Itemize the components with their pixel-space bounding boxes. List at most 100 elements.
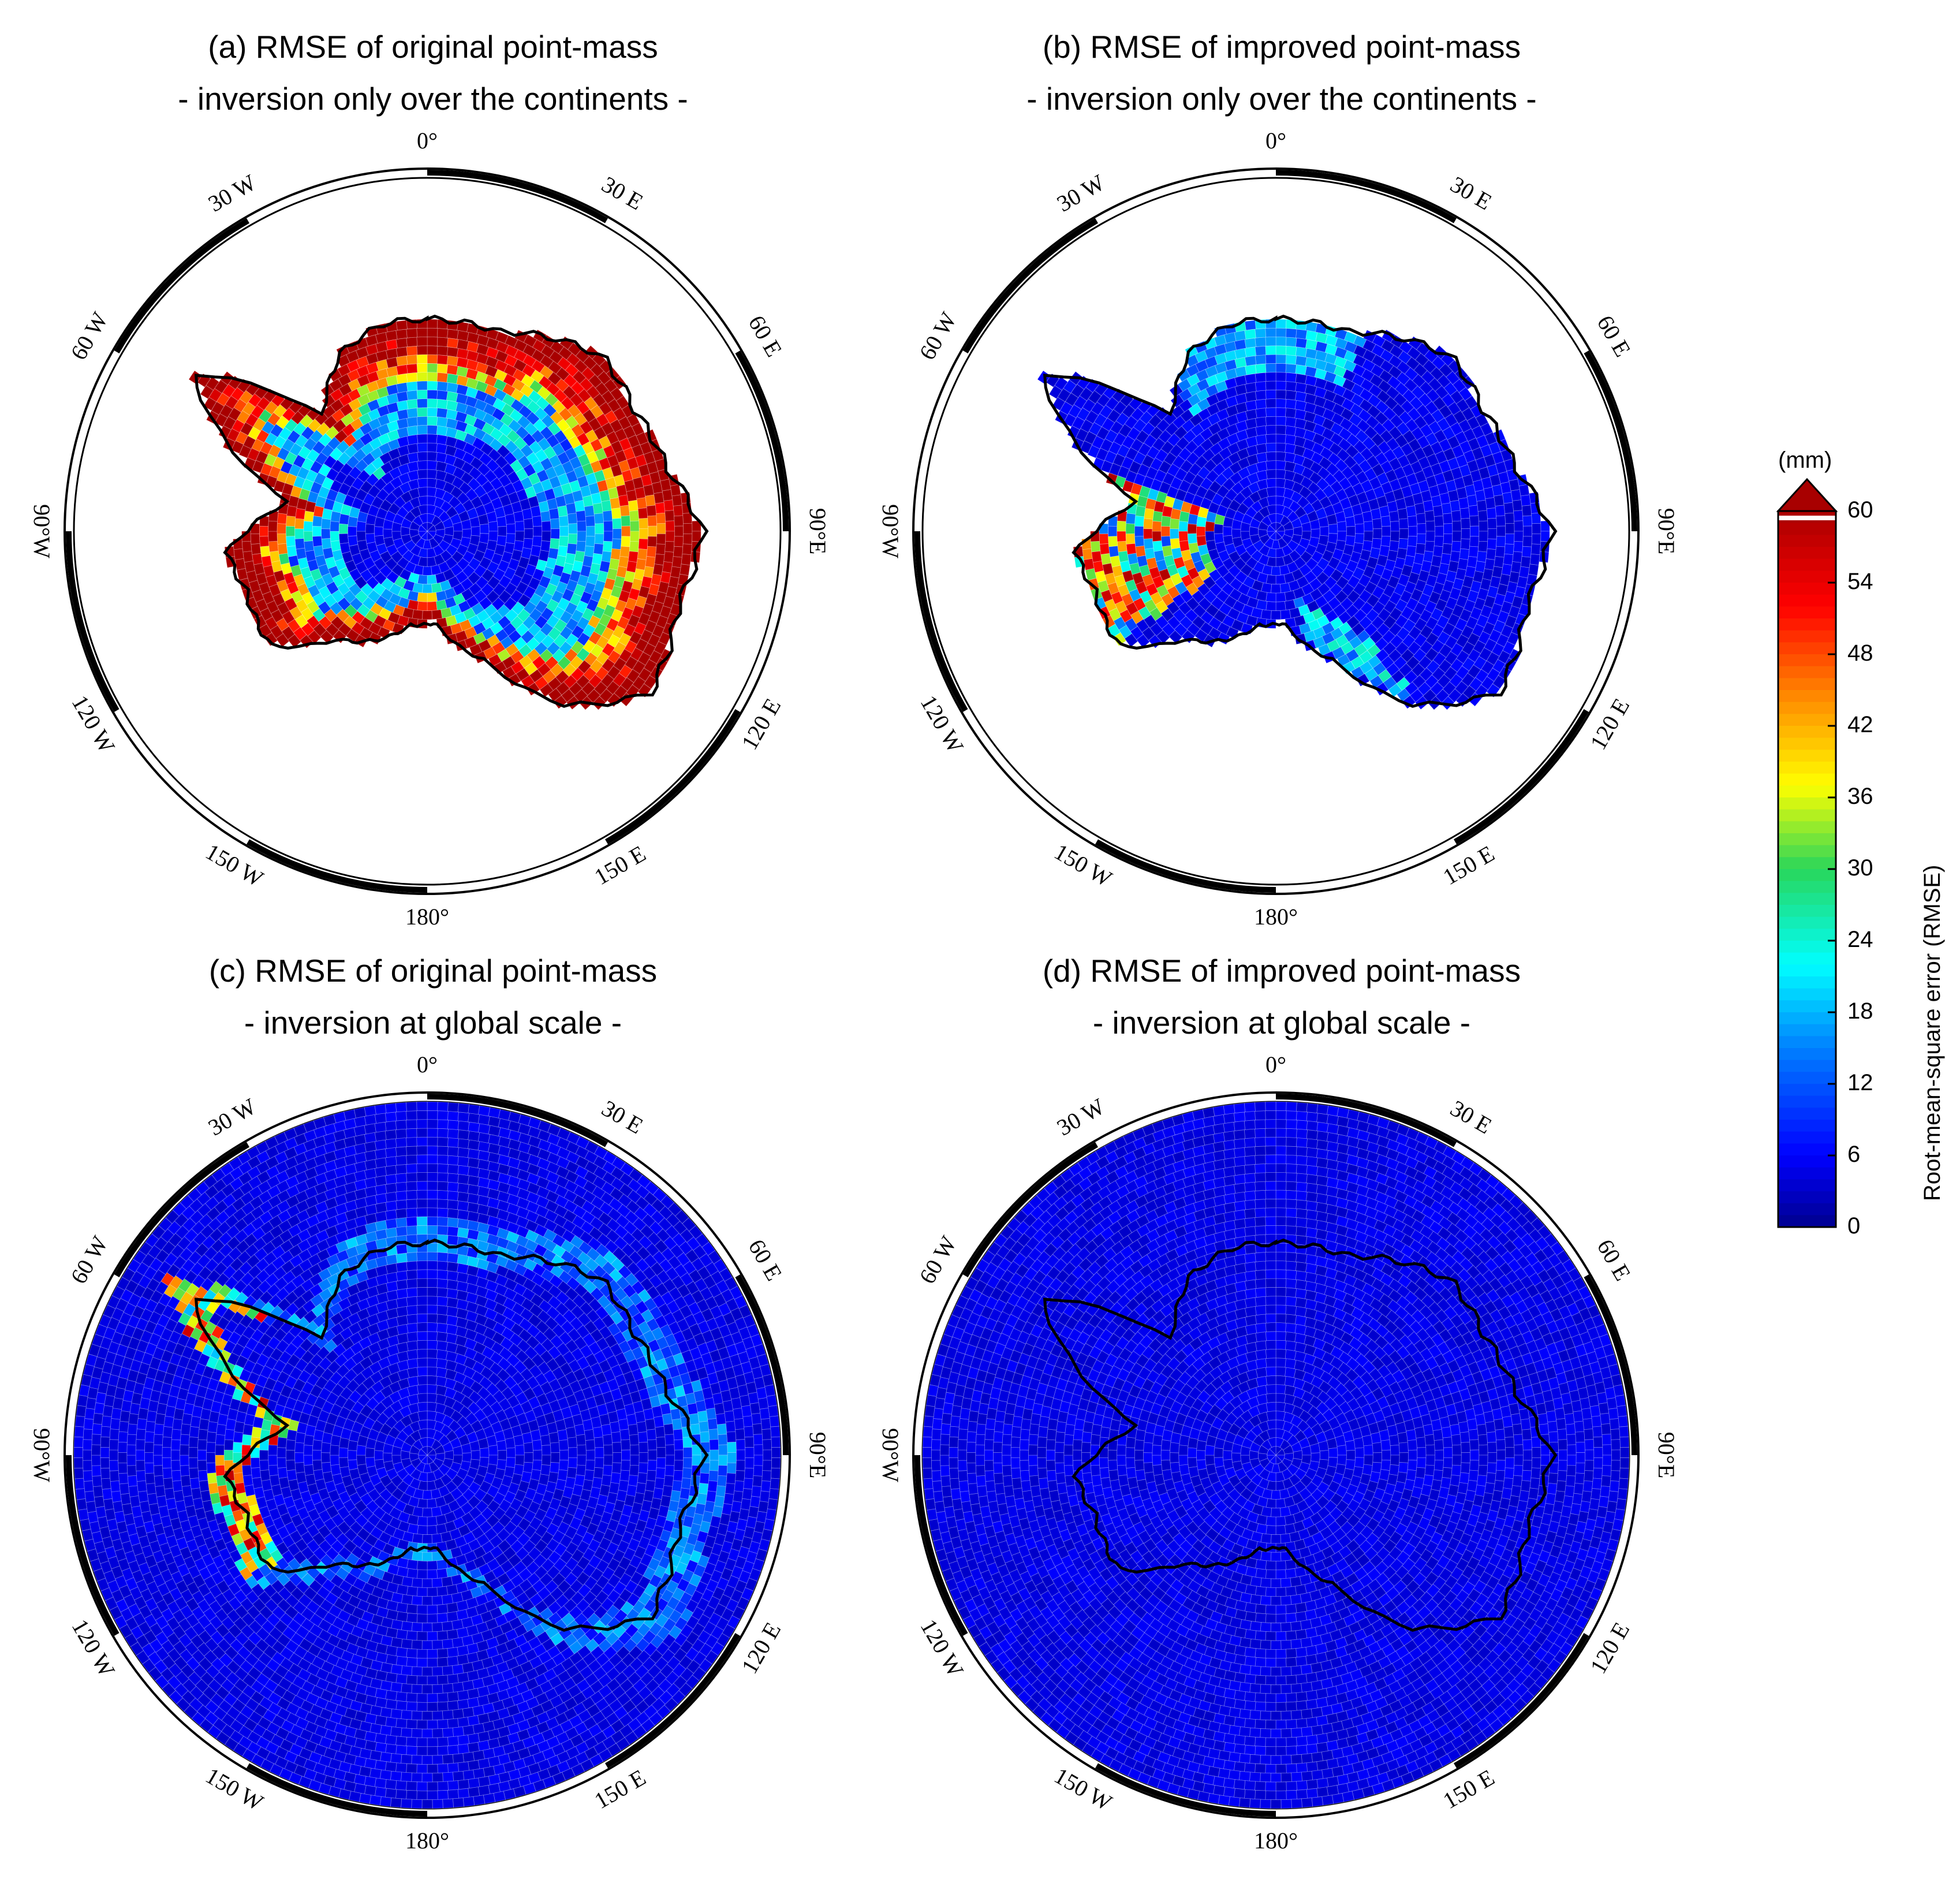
grid-cell (1399, 519, 1408, 529)
grid-cell (647, 505, 656, 516)
grid-cell (602, 551, 612, 562)
grid-cell (427, 1375, 437, 1385)
grid-cell (618, 495, 629, 506)
grid-cell (1286, 346, 1297, 356)
grid-cell (331, 540, 341, 551)
grid-cell (550, 1442, 559, 1453)
grid-cell (1453, 531, 1462, 542)
grid-cell (1205, 521, 1215, 531)
grid-cell (406, 1613, 417, 1623)
grid-cell (417, 478, 427, 488)
grid-cell (1276, 328, 1286, 337)
grid-cell (1255, 390, 1266, 400)
grid-cell (1502, 492, 1513, 504)
grid-cell (1152, 521, 1162, 531)
grid-cell (1214, 534, 1224, 544)
grid-cell (1381, 536, 1391, 546)
grid-cell (620, 546, 630, 557)
grid-cell (417, 399, 427, 408)
grid-cell (1161, 516, 1171, 526)
grid-cell (550, 1462, 559, 1473)
grid-cell (447, 1612, 458, 1622)
grid-cell (422, 1534, 432, 1543)
grid-cell (585, 1440, 595, 1450)
grid-cell (260, 546, 270, 557)
grid-cell (396, 1647, 408, 1657)
grid-cell (1179, 531, 1188, 542)
grid-cell (427, 1498, 437, 1508)
grid-cell (683, 534, 692, 544)
grid-cell (401, 1666, 412, 1676)
grid-cell (684, 523, 692, 534)
grid-cell (542, 531, 551, 542)
grid-cell (407, 1359, 418, 1369)
grid-cell (488, 521, 498, 531)
grid-cell (427, 1332, 438, 1341)
grid-cell (417, 346, 427, 355)
grid-cell (621, 1440, 630, 1450)
grid-cell (496, 516, 506, 527)
grid-cell (621, 536, 630, 547)
grid-cell (251, 534, 260, 544)
grid-cell (447, 1262, 458, 1272)
grid-cell (417, 372, 427, 382)
grid-cell (532, 1440, 542, 1450)
grid-cell (304, 1455, 313, 1466)
grid-cell (422, 1552, 432, 1561)
longitude-label: 60 W (65, 308, 113, 364)
grid-cell (1486, 549, 1496, 560)
grid-cell (417, 381, 427, 390)
grid-cell (1461, 518, 1470, 528)
grid-cell (427, 319, 438, 329)
grid-cell (586, 526, 595, 536)
grid-cell (1435, 526, 1443, 536)
grid-cell (648, 1440, 657, 1450)
grid-cell (437, 1279, 448, 1289)
grid-cell (584, 1470, 594, 1481)
grid-cell (417, 425, 427, 434)
grid-cell (655, 502, 665, 513)
grid-cell (396, 1656, 407, 1666)
grid-cell (427, 1605, 438, 1615)
grid-cell (312, 516, 322, 526)
grid-cell (406, 1560, 417, 1569)
grid-cell (1528, 564, 1539, 576)
grid-cell (506, 1448, 516, 1457)
grid-cell (234, 1472, 244, 1483)
grid-cell (396, 347, 408, 357)
longitude-label: 90°W (878, 504, 904, 558)
grid-cell (321, 1453, 330, 1463)
grid-cell (505, 1438, 515, 1449)
grid-cell (662, 490, 673, 501)
grid-cell (422, 1623, 432, 1632)
grid-cell (1372, 538, 1382, 549)
grid-cell (1479, 531, 1488, 542)
grid-cell (407, 399, 418, 409)
grid-cell (542, 1455, 551, 1466)
grid-cell (374, 1451, 383, 1460)
grid-cell (524, 519, 533, 529)
grid-cell (427, 434, 438, 443)
grid-cell (595, 1457, 604, 1468)
grid-cell (406, 337, 417, 347)
grid-cell (412, 1595, 422, 1605)
grid-cell (1521, 495, 1530, 506)
grid-cell (242, 541, 252, 552)
grid-cell (427, 1367, 437, 1376)
grid-cell (442, 1639, 453, 1649)
grid-cell (636, 1483, 646, 1494)
grid-cell (620, 505, 630, 516)
grid-cell (610, 1422, 620, 1433)
grid-cell (207, 1442, 216, 1452)
grid-cell (447, 1630, 458, 1640)
grid-cell (437, 355, 448, 365)
grid-cell (436, 1341, 447, 1351)
grid-cell (577, 1445, 587, 1455)
grid-cell (417, 1323, 427, 1332)
grid-cell (437, 1675, 448, 1684)
grid-cell (1245, 320, 1256, 330)
grid-cell (406, 1296, 417, 1306)
grid-cell (628, 1475, 638, 1486)
grid-cell (1276, 592, 1286, 602)
grid-cell (1390, 521, 1399, 531)
